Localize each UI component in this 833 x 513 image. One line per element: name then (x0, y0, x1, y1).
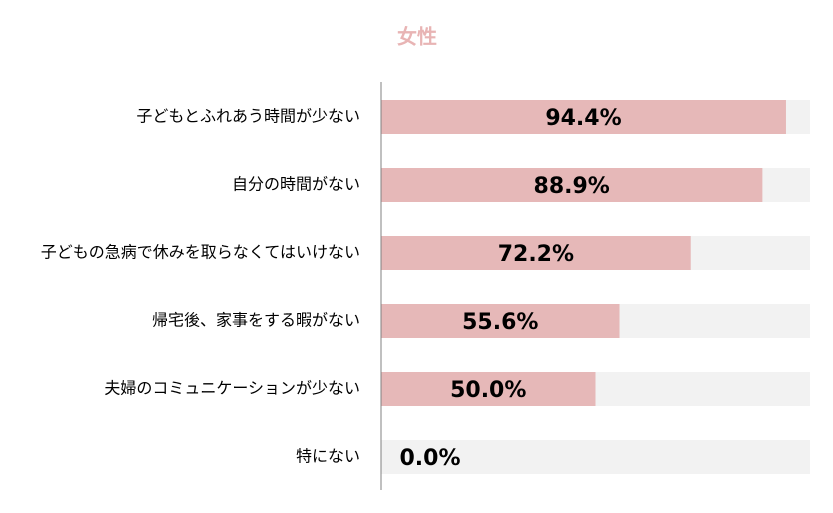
value-label: 94.4% (545, 106, 621, 131)
category-label: 子どもの急病で休みを取らなくてはいけない (41, 243, 360, 262)
category-label: 夫婦のコミュニケーションが少ない (104, 379, 360, 398)
value-label: 72.2% (498, 242, 574, 267)
bar (381, 304, 620, 338)
bar (381, 236, 691, 270)
value-label: 50.0% (450, 378, 526, 403)
value-label: 55.6% (462, 310, 538, 335)
value-label: 0.0% (399, 446, 460, 471)
category-label: 子どもとふれあう時間が少ない (136, 107, 360, 126)
bar (381, 100, 786, 134)
bar-track (381, 440, 810, 474)
bar (381, 168, 763, 202)
bar (381, 372, 596, 406)
category-label: 特にない (296, 447, 360, 466)
chart-title: 女性 (397, 25, 437, 49)
value-label: 88.9% (534, 174, 610, 199)
category-label: 帰宅後、家事をする暇がない (152, 311, 360, 330)
category-label: 自分の時間がない (232, 175, 360, 194)
